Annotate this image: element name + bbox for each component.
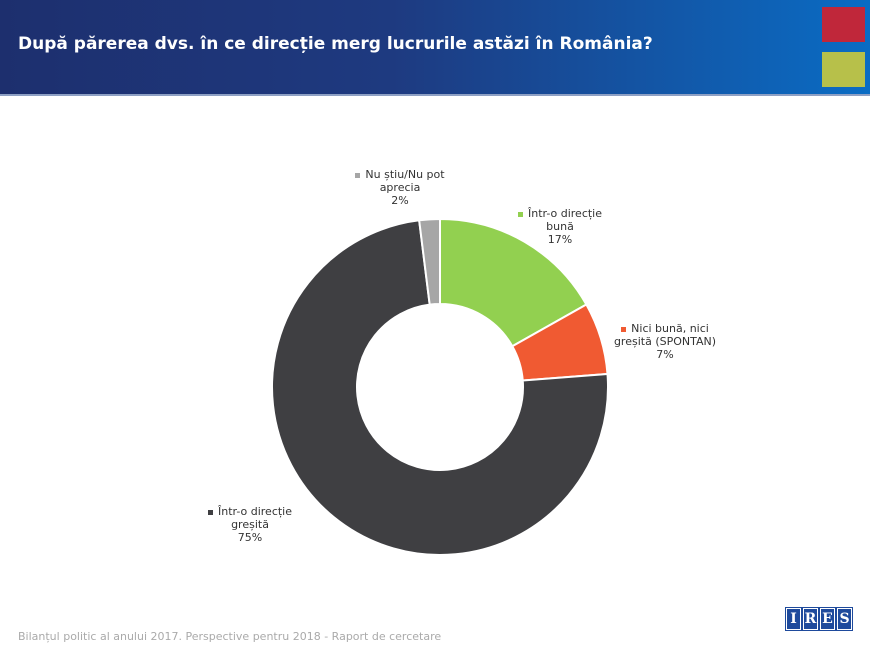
green-square-decoration	[822, 52, 865, 87]
slice-label-good: Într-o direcție bună 17%	[500, 207, 620, 246]
slice-label-wrong: Într-o direcție greșită 75%	[190, 505, 310, 544]
red-square-decoration	[822, 7, 865, 42]
donut-slice	[418, 217, 441, 306]
donut-slice	[439, 217, 588, 348]
page-title: După părerea dvs. în ce direcție merg lu…	[18, 34, 653, 54]
slice-label-neither: Nici bună, nici greșită (SPONTAN) 7%	[613, 322, 717, 361]
slice-label-dont-know: Nu știu/Nu pot aprecia 2%	[340, 168, 460, 207]
footer-text: Bilanțul politic al anului 2017. Perspec…	[18, 630, 442, 643]
header-banner: După părerea dvs. în ce direcție merg lu…	[0, 0, 870, 96]
donut-slice	[271, 219, 609, 556]
